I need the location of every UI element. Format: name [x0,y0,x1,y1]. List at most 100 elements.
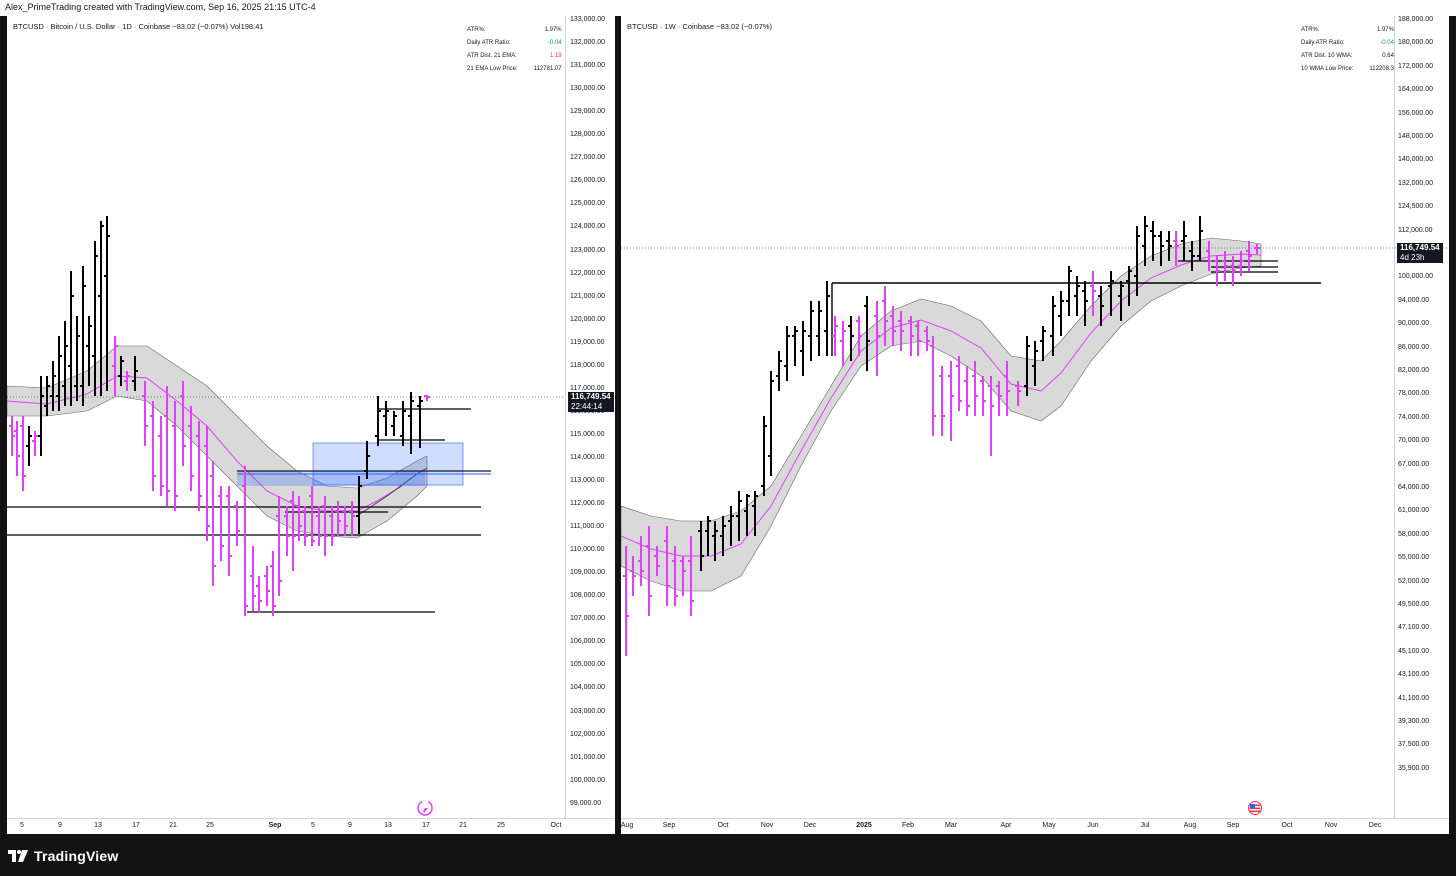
ohlc-bar [705,516,711,556]
ohlc-bar [784,326,790,381]
ohlc-bar [408,392,414,454]
ohlc-bar [256,576,262,613]
time-tick: 5 [20,822,24,829]
ohlc-bar [720,516,726,556]
price-tick: 109,000.00 [570,569,606,577]
price-tick: 132,000.00 [1398,179,1434,187]
ohlc-bar [1066,266,1072,316]
indicator-row: ATR Dist. 10 WMA: 0.64 [1299,51,1396,62]
price-tick: 125,000.00 [570,200,606,208]
time-tick: Sep [268,822,282,829]
wma-line [621,253,1262,557]
ohlc-bar [1181,221,1187,261]
ohlc-bar [132,356,138,391]
time-tick: Sep [1226,822,1240,829]
ohlc-bar [290,491,296,571]
ohlc-bar [316,506,322,546]
ohlc-bar [898,311,904,351]
ohlc-bar [391,411,397,436]
left-last-price-label: 116,749.54 22:44:14 [568,392,614,412]
ohlc-bar [664,526,670,606]
time-tick: Oct [550,822,562,829]
price-tick: 113,000.00 [570,477,605,484]
indicator-value: 0.64 [1382,53,1394,59]
ohlc-bar [698,521,704,571]
right-bar-countdown: 4d 23h [1400,253,1425,262]
ohlc-bar [98,221,104,396]
ohlc-bar [672,546,678,606]
right-price-axis-border [1394,16,1395,818]
time-tick: 17 [132,822,140,829]
tradingview-logo[interactable]: TradingView [8,848,118,864]
price-tick: 132,000.00 [570,39,606,47]
ohlc-bar [824,281,830,356]
indicator-row: ATR%: 1.97% [1299,25,1396,36]
ohlc-bar [930,336,936,436]
price-tick: 188,000.00 [1398,16,1434,23]
ohlc-bar [1024,336,1030,396]
ohlc-bar [761,416,767,496]
price-tick: 105,000.00 [570,661,606,669]
ohlc-bar [939,366,945,436]
price-tick: 172,000.00 [1398,62,1434,70]
left-chart-pane[interactable]: BTCUSD · Bitcoin / U.S. Dollar · 1D · Co… [7,16,615,834]
ohlc-bar [226,486,232,576]
ohlc-bar [832,316,838,356]
ohlc-bar [375,396,381,446]
ohlc-bar [1098,286,1104,326]
ohlc-bar [86,316,92,386]
ohlc-bar [1074,276,1080,316]
indicator-label: ATR Dist. 10 WMA: [1301,53,1353,59]
ohlc-bar [1050,296,1056,356]
price-tick: 101,000.00 [570,753,606,761]
ohlc-bar [118,356,124,386]
ohlc-bar [9,416,15,456]
price-tick: 47,100.00 [1398,624,1430,632]
indicator-row: 21 EMA Low Price: 112781.07 [465,64,564,75]
credit-bar: Alex_PrimeTrading created with TradingVi… [0,0,1456,17]
time-tick: Sep [662,822,676,829]
ohlc-bar [864,296,870,371]
indicator-value: 1.97% [1376,27,1394,33]
price-tick: 117,000.00 [570,384,605,392]
ohlc-bar [50,361,56,411]
time-tick: 25 [206,822,214,829]
ohlc-bar [816,301,822,356]
ohlc-bar [623,546,629,656]
ohlc-bar [424,395,430,401]
ohlc-bar [688,536,694,616]
ohlc-bar [1189,241,1195,271]
right-chart-canvas[interactable] [621,16,1449,834]
us-flag-icon[interactable] [1248,801,1262,815]
ohlc-bar [728,506,734,546]
left-chart-canvas[interactable] [7,16,615,834]
price-tick: 86,000.00 [1398,343,1430,351]
ohlc-bar [752,491,758,536]
indicator-value: 112781.07 [533,66,562,72]
ohlc-bar [62,321,68,406]
ohlc-bar [840,321,846,366]
ohlc-bar [44,376,50,416]
indicator-value: 1.19 [549,53,562,59]
indicator-label: 10 WMA Low Price: [1301,66,1354,72]
ohlc-bar [104,216,110,391]
ohlc-bar [1150,221,1156,261]
ohlc-bar [92,241,98,396]
price-tick: 43,100.00 [1398,671,1430,679]
ohlc-bar [1254,244,1260,254]
ohlc-bar [356,476,362,534]
ohlc-bar [164,386,170,506]
price-tick: 180,000.00 [1398,39,1434,47]
price-tick: 94,000.00 [1398,296,1430,304]
right-chart-pane[interactable]: BTCUSD · 1W · Coinbase −83.02 (−0.07%) A… [621,16,1449,834]
ohlc-bar [1004,361,1010,416]
price-tick: 35,900.00 [1398,764,1430,772]
ohlc-bar [654,546,660,576]
price-tick: 82,000.00 [1398,367,1430,374]
price-tick: 122,000.00 [570,269,606,277]
time-tick: Oct [717,822,729,829]
time-tick: Feb [901,822,915,829]
time-tick: Aug [1183,822,1197,829]
replay-icon[interactable] [417,800,433,816]
ohlc-bar [56,336,62,411]
